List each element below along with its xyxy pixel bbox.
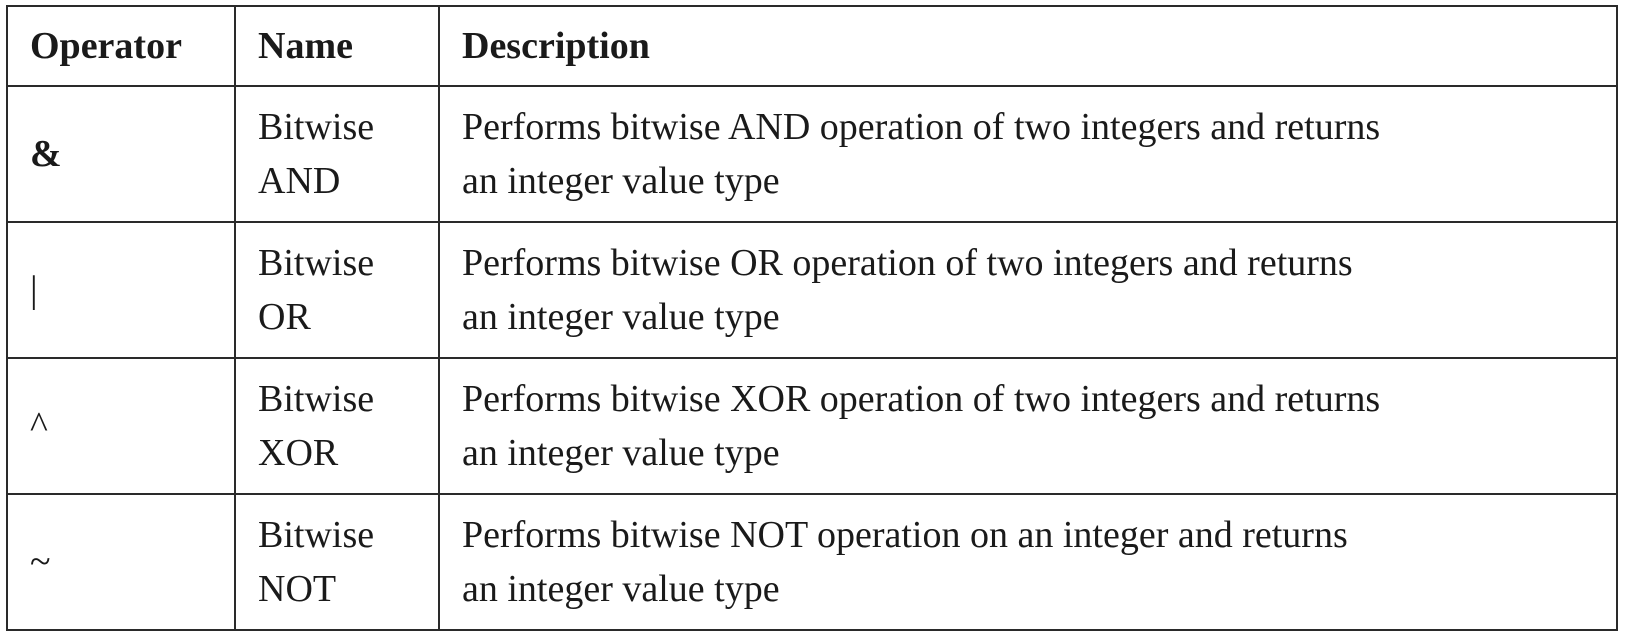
description-cell: Performs bitwise XOR operation of two in… xyxy=(438,357,1618,495)
table-row: | Bitwise OR Performs bitwise OR operati… xyxy=(6,221,1618,359)
table-row: & Bitwise AND Performs bitwise AND opera… xyxy=(6,85,1618,223)
name-line: Bitwise xyxy=(258,106,375,148)
table-row: ^ Bitwise XOR Performs bitwise XOR opera… xyxy=(6,357,1618,495)
description-line: Performs bitwise XOR operation of two in… xyxy=(462,378,1381,420)
name-line: Bitwise xyxy=(258,378,375,420)
table-header: Operator Name Description xyxy=(6,5,1618,87)
table-body: & Bitwise AND Performs bitwise AND opera… xyxy=(6,85,1618,631)
operator-cell: & xyxy=(6,85,236,223)
description-line: an integer value type xyxy=(462,296,780,338)
operator-cell: ^ xyxy=(6,357,236,495)
description-line: an integer value type xyxy=(462,568,780,610)
name-cell: Bitwise AND xyxy=(234,85,440,223)
header-operator: Operator xyxy=(6,5,236,87)
description-cell: Performs bitwise AND operation of two in… xyxy=(438,85,1618,223)
description-line: Performs bitwise OR operation of two int… xyxy=(462,242,1353,284)
name-cell: Bitwise XOR xyxy=(234,357,440,495)
name-line: Bitwise xyxy=(258,242,375,284)
operator-cell: ~ xyxy=(6,493,236,631)
description-line: Performs bitwise NOT operation on an int… xyxy=(462,514,1348,556)
bitwise-operators-table: Operator Name Description & Bitwise AND … xyxy=(6,5,1618,631)
description-cell: Performs bitwise OR operation of two int… xyxy=(438,221,1618,359)
header-row: Operator Name Description xyxy=(6,5,1618,87)
header-name: Name xyxy=(234,5,440,87)
name-line: XOR xyxy=(258,432,339,474)
name-cell: Bitwise NOT xyxy=(234,493,440,631)
name-line: Bitwise xyxy=(258,514,375,556)
name-line: AND xyxy=(258,160,341,202)
table-row: ~ Bitwise NOT Performs bitwise NOT opera… xyxy=(6,493,1618,631)
description-cell: Performs bitwise NOT operation on an int… xyxy=(438,493,1618,631)
description-line: an integer value type xyxy=(462,160,780,202)
header-description: Description xyxy=(438,5,1618,87)
name-cell: Bitwise OR xyxy=(234,221,440,359)
operator-cell: | xyxy=(6,221,236,359)
name-line: NOT xyxy=(258,568,337,610)
description-line: an integer value type xyxy=(462,432,780,474)
description-line: Performs bitwise AND operation of two in… xyxy=(462,106,1381,148)
name-line: OR xyxy=(258,296,311,338)
